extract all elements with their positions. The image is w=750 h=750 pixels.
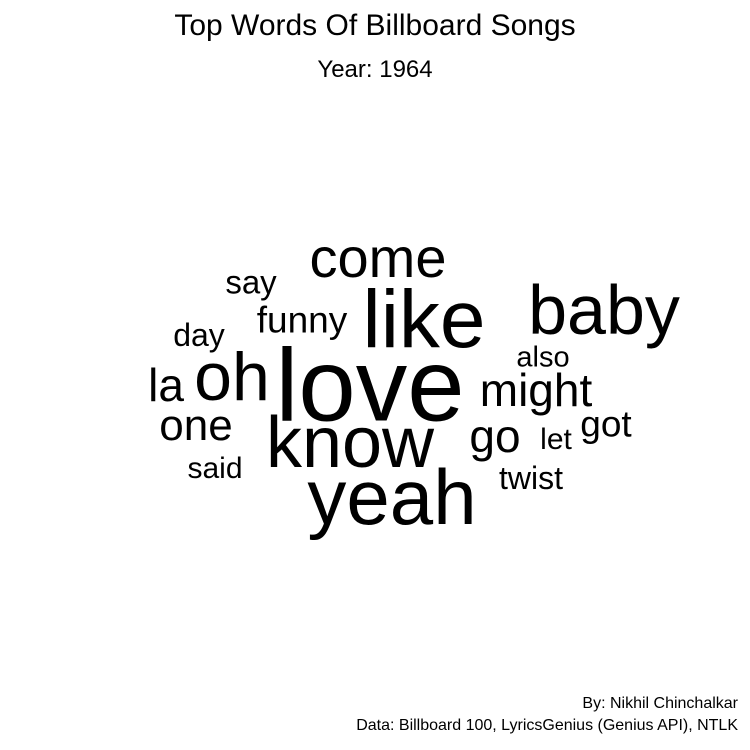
caption-source: Data: Billboard 100, LyricsGenius (Geniu… [356, 717, 738, 734]
word-also: also [516, 341, 570, 374]
word-day: day [173, 317, 225, 353]
word-love: love [275, 327, 465, 443]
word-one: one [159, 401, 233, 450]
word-like: like [362, 274, 486, 365]
word-said: said [187, 452, 243, 485]
chart-title: Top Words Of Billboard Songs [174, 9, 576, 42]
caption-author: By: Nikhil Chinchalkar [582, 695, 738, 712]
word-twist: twist [499, 460, 563, 496]
word-funny: funny [256, 299, 348, 341]
word-baby: baby [528, 271, 680, 349]
word-yeah: yeah [307, 453, 477, 541]
word-might: might [479, 364, 593, 416]
word-say: say [225, 263, 277, 301]
word-come: come [309, 226, 447, 289]
word-oh: oh [194, 339, 270, 415]
word-got: got [580, 403, 632, 445]
word-la: la [148, 359, 184, 411]
word-know: know [265, 403, 435, 483]
word-let: let [540, 423, 572, 456]
word-go: go [469, 410, 521, 462]
chart-subtitle: Year: 1964 [317, 56, 433, 83]
